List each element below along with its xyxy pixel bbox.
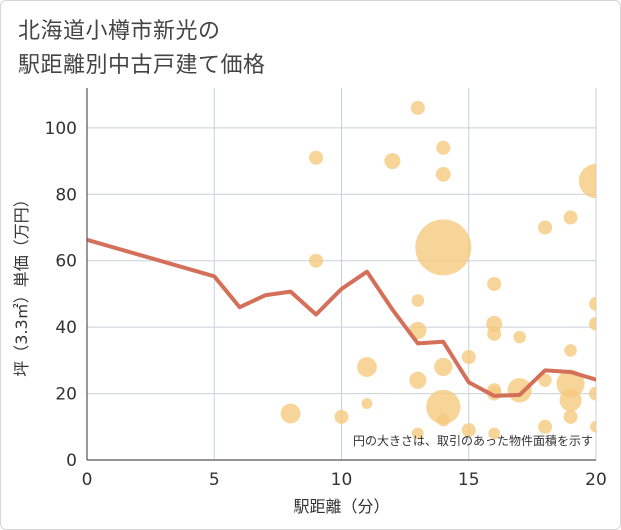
- bubble-point: [361, 398, 373, 409]
- y-tick-label: 20: [55, 385, 77, 405]
- bubble-point: [411, 427, 424, 440]
- x-tick-label: 15: [458, 470, 480, 490]
- chart-title-line-1: 北海道小樽市新光の: [18, 19, 221, 44]
- x-tick-label: 0: [82, 470, 93, 490]
- bubble-point: [559, 389, 582, 412]
- bubble-point: [437, 413, 450, 427]
- bubble-point: [357, 357, 377, 377]
- bubble-point: [564, 344, 577, 357]
- bubble-point: [488, 427, 501, 440]
- x-tick-label: 5: [209, 470, 220, 490]
- x-tick-label: 10: [331, 470, 353, 490]
- bubble-size-note: 円の大きさは、取引のあった物件面積を示す: [353, 433, 593, 448]
- bubble-point: [513, 330, 526, 344]
- bubble-point: [434, 357, 453, 377]
- average-price-line: [87, 237, 596, 398]
- bubble-point: [384, 153, 401, 170]
- bubble-point: [409, 371, 427, 389]
- bubble-point: [589, 316, 596, 331]
- bubble-point: [487, 326, 502, 341]
- y-tick-label: 80: [55, 185, 77, 205]
- y-tick-label: 40: [55, 318, 77, 338]
- bubble-point: [436, 140, 451, 155]
- y-tick-label: 100: [45, 119, 77, 139]
- bubble-point: [487, 276, 502, 291]
- bubble-point: [280, 403, 301, 424]
- bubble-point: [461, 350, 476, 365]
- y-axis-label: 坪（3.3㎡）単価（万円）: [12, 191, 31, 376]
- bubble-point: [507, 378, 532, 403]
- bubble-point: [563, 210, 578, 225]
- x-tick-label: 20: [585, 470, 607, 490]
- bubble-point: [435, 167, 451, 182]
- bubble-point: [590, 420, 596, 433]
- bubble-point: [578, 163, 596, 199]
- bubble-point: [309, 253, 324, 268]
- bubble-point: [334, 409, 349, 424]
- bubble-group: [87, 100, 596, 440]
- chart-title-line-2: 駅距離別中古戸建て価格: [18, 53, 266, 78]
- bubble-point: [589, 386, 596, 401]
- bubble-point: [563, 409, 578, 424]
- bubble-point: [426, 389, 461, 425]
- x-axis-label: 駅距離（分）: [293, 497, 389, 516]
- bubble-point: [538, 419, 553, 434]
- bubble-point: [486, 315, 503, 332]
- y-tick-label: 0: [66, 451, 77, 471]
- bubble-point: [538, 373, 552, 387]
- bubble-point: [556, 369, 585, 398]
- bubble-point: [411, 294, 425, 307]
- bubble-point: [538, 220, 553, 235]
- bubble-point: [309, 150, 324, 165]
- chart-title: 北海道小樽市新光の 駅距離別中古戸建て価格: [18, 15, 266, 83]
- bubble-point: [589, 296, 596, 311]
- bubble-point: [461, 423, 476, 438]
- y-tick-label: 60: [55, 252, 77, 272]
- bubble-point: [415, 219, 472, 276]
- bubble-point: [410, 100, 425, 115]
